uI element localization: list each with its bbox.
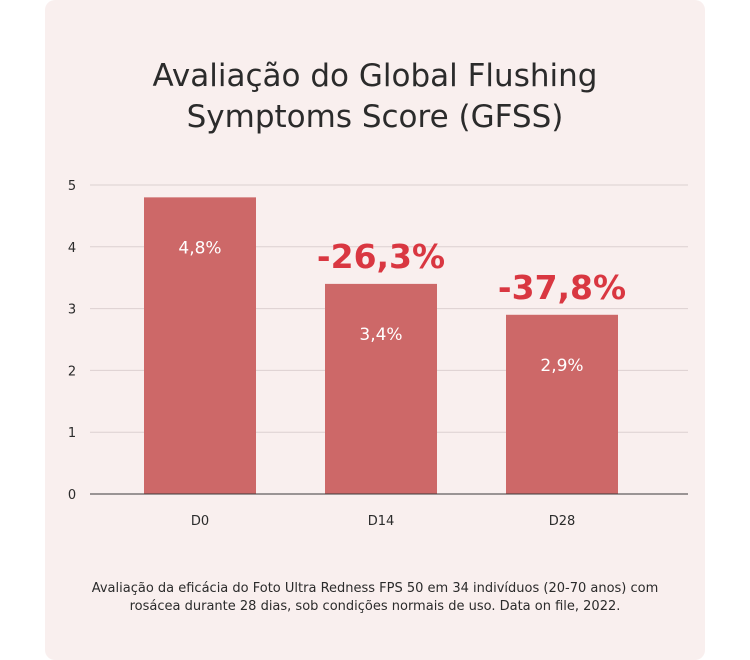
chart-title-line-1: Avaliação do Global Flushing (152, 58, 598, 94)
bar-chart: 0 1 2 3 4 5 4,8% 3,4% -26,3% 2,9% -37,8% D0 D14 D28 (68, 179, 688, 529)
x-tick-label-D0: D0 (191, 514, 209, 529)
y-tick-label-1: 1 (68, 426, 76, 441)
y-tick-label-2: 2 (68, 364, 76, 379)
y-tick-label-3: 3 (68, 303, 76, 318)
x-axis-ticks: D0 D14 D28 (191, 514, 575, 529)
chart-title: Avaliação do Global Flushing Symptoms Sc… (0, 56, 750, 138)
footnote: Avaliação da eficácia do Foto Ultra Redn… (40, 580, 710, 616)
bars: 4,8% 3,4% -26,3% 2,9% -37,8% (144, 197, 626, 495)
footnote-line-2: rosácea durante 28 dias, sob condições n… (129, 599, 621, 614)
y-tick-label-0: 0 (68, 488, 76, 503)
chart-title-line-2: Symptoms Score (GFSS) (186, 99, 564, 135)
footnote-line-1: Avaliação da eficácia do Foto Ultra Redn… (91, 581, 659, 596)
x-tick-label-D28: D28 (549, 514, 576, 529)
y-tick-label-4: 4 (68, 241, 76, 256)
bar-D28 (506, 314, 618, 494)
bar-value-label-D28: 2,9% (540, 356, 583, 376)
bar-value-label-D0: 4,8% (178, 238, 221, 258)
change-label-D28: -37,8% (498, 268, 626, 307)
change-label-D14: -26,3% (317, 237, 445, 276)
bar-D14 (325, 283, 437, 494)
y-axis-ticks: 0 1 2 3 4 5 (68, 179, 76, 503)
x-tick-label-D14: D14 (368, 514, 395, 529)
y-tick-label-5: 5 (68, 179, 76, 194)
bar-value-label-D14: 3,4% (359, 325, 402, 345)
bar-D0 (144, 197, 256, 495)
